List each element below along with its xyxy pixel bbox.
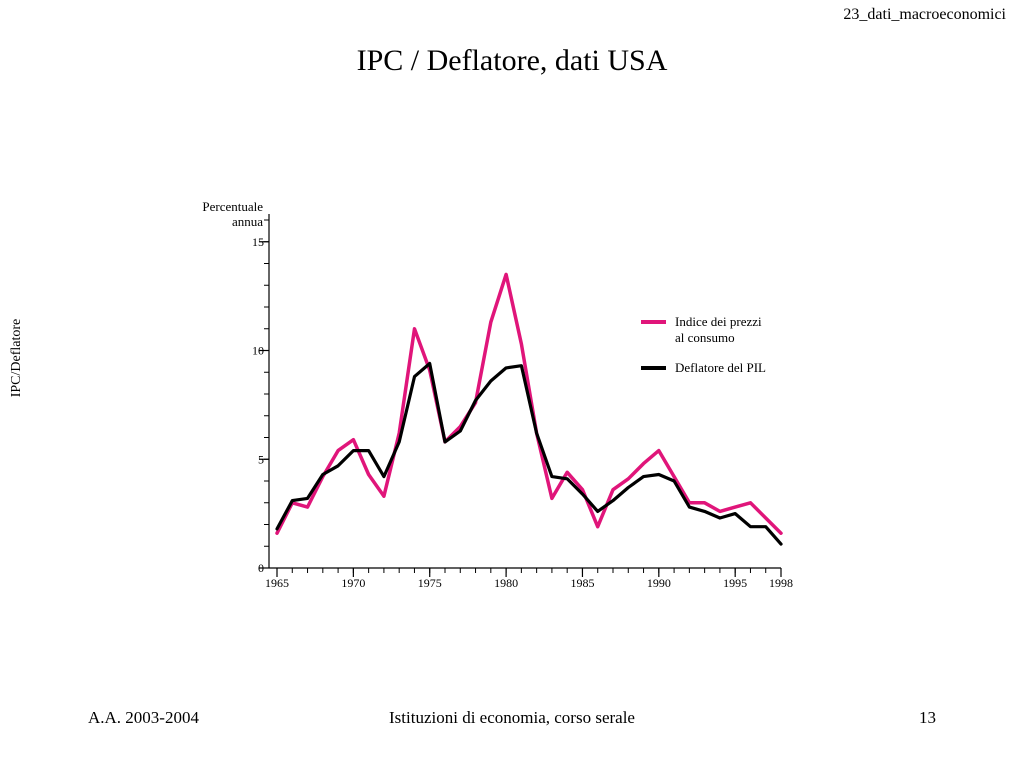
legend-label: Indice dei prezzi: [675, 314, 762, 329]
legend-label: Deflatore del PIL: [675, 360, 766, 375]
x-tick-label: 1970: [341, 576, 365, 590]
y-axis-label: annua: [232, 214, 263, 229]
legend-label: al consumo: [675, 330, 735, 345]
footer-date: A.A. 2003-2004: [88, 708, 199, 727]
y-axis-label: Percentuale: [202, 199, 263, 214]
x-tick-label: 1980: [494, 576, 518, 590]
y-tick-label: 10: [252, 344, 264, 358]
x-tick-label: 1965: [265, 576, 289, 590]
x-tick-label: 1998: [769, 576, 793, 590]
x-axis: 1965 1970 1975 1980 1985 1990 1995 1998: [265, 567, 793, 590]
x-tick-label: 1990: [647, 576, 671, 590]
x-tick-label: 1995: [723, 576, 747, 590]
x-tick-label: 1985: [570, 576, 594, 590]
series-line: [275, 272, 783, 535]
series-lines: [275, 272, 783, 546]
y-tick-label: 0: [258, 561, 264, 575]
corner-label: 23_dati_macroeconomici: [843, 6, 1006, 23]
series-line: [275, 361, 783, 546]
slide-title: IPC / Deflatore, dati USA: [356, 44, 668, 77]
x-tick-label: 1975: [418, 576, 442, 590]
y-tick-label: 15: [252, 235, 264, 249]
page-number: 13: [919, 708, 936, 727]
y-tick-label: 5: [258, 452, 264, 466]
footer-course: Istituzioni di economia, corso serale: [389, 708, 635, 727]
